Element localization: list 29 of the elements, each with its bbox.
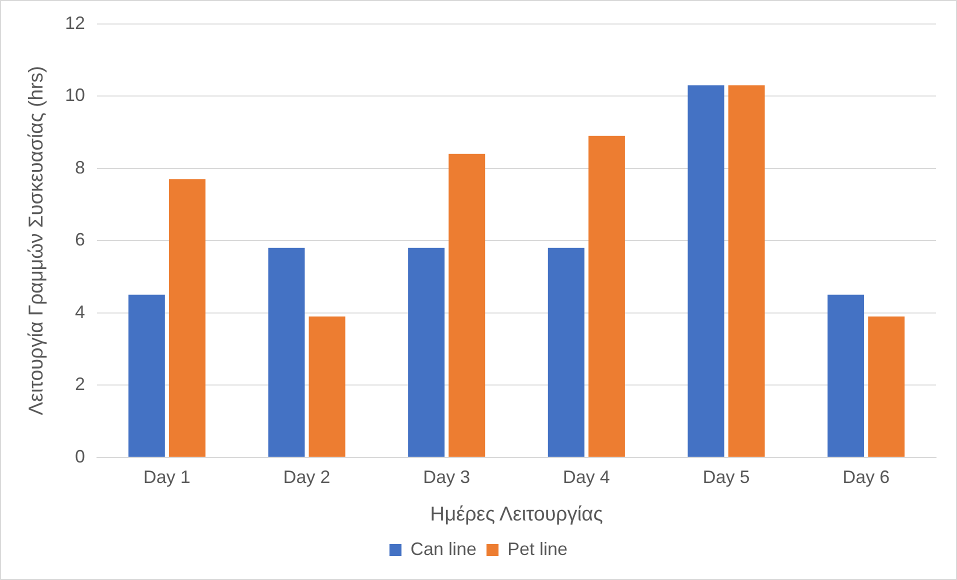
bar	[448, 154, 486, 457]
x-tick-label: Day 3	[423, 467, 470, 488]
bar	[128, 294, 165, 457]
bar	[728, 85, 765, 457]
x-tick-label: Day 2	[283, 467, 330, 488]
y-tick-label: 8	[75, 157, 86, 178]
legend-label: Can line	[410, 538, 477, 559]
bar	[868, 316, 905, 457]
x-axis-title: Ημέρες Λειτουργίας	[430, 504, 604, 526]
x-tick-label: Day 6	[842, 467, 890, 488]
y-axis-title: Λειτουργία Γραμμών Συσκευασίας (hrs)	[26, 66, 48, 416]
legend-label: Pet line	[508, 538, 568, 559]
bar	[548, 248, 584, 457]
bar	[588, 136, 625, 457]
bar	[688, 85, 724, 457]
y-tick-label: 6	[75, 230, 86, 250]
bar	[168, 179, 206, 457]
x-tick-label: Day 5	[702, 467, 750, 488]
y-tick-label: 0	[75, 446, 86, 466]
y-tick-label: 4	[75, 302, 86, 322]
y-tick-label: 10	[64, 85, 86, 106]
bar	[828, 294, 864, 457]
y-tick-label: 2	[75, 374, 86, 394]
bar	[408, 248, 445, 457]
bar	[268, 248, 305, 457]
x-tick-label: Day 4	[562, 467, 610, 488]
x-tick-label: Day 1	[143, 467, 190, 488]
y-tick-label: 12	[64, 12, 86, 33]
bar	[308, 316, 346, 457]
